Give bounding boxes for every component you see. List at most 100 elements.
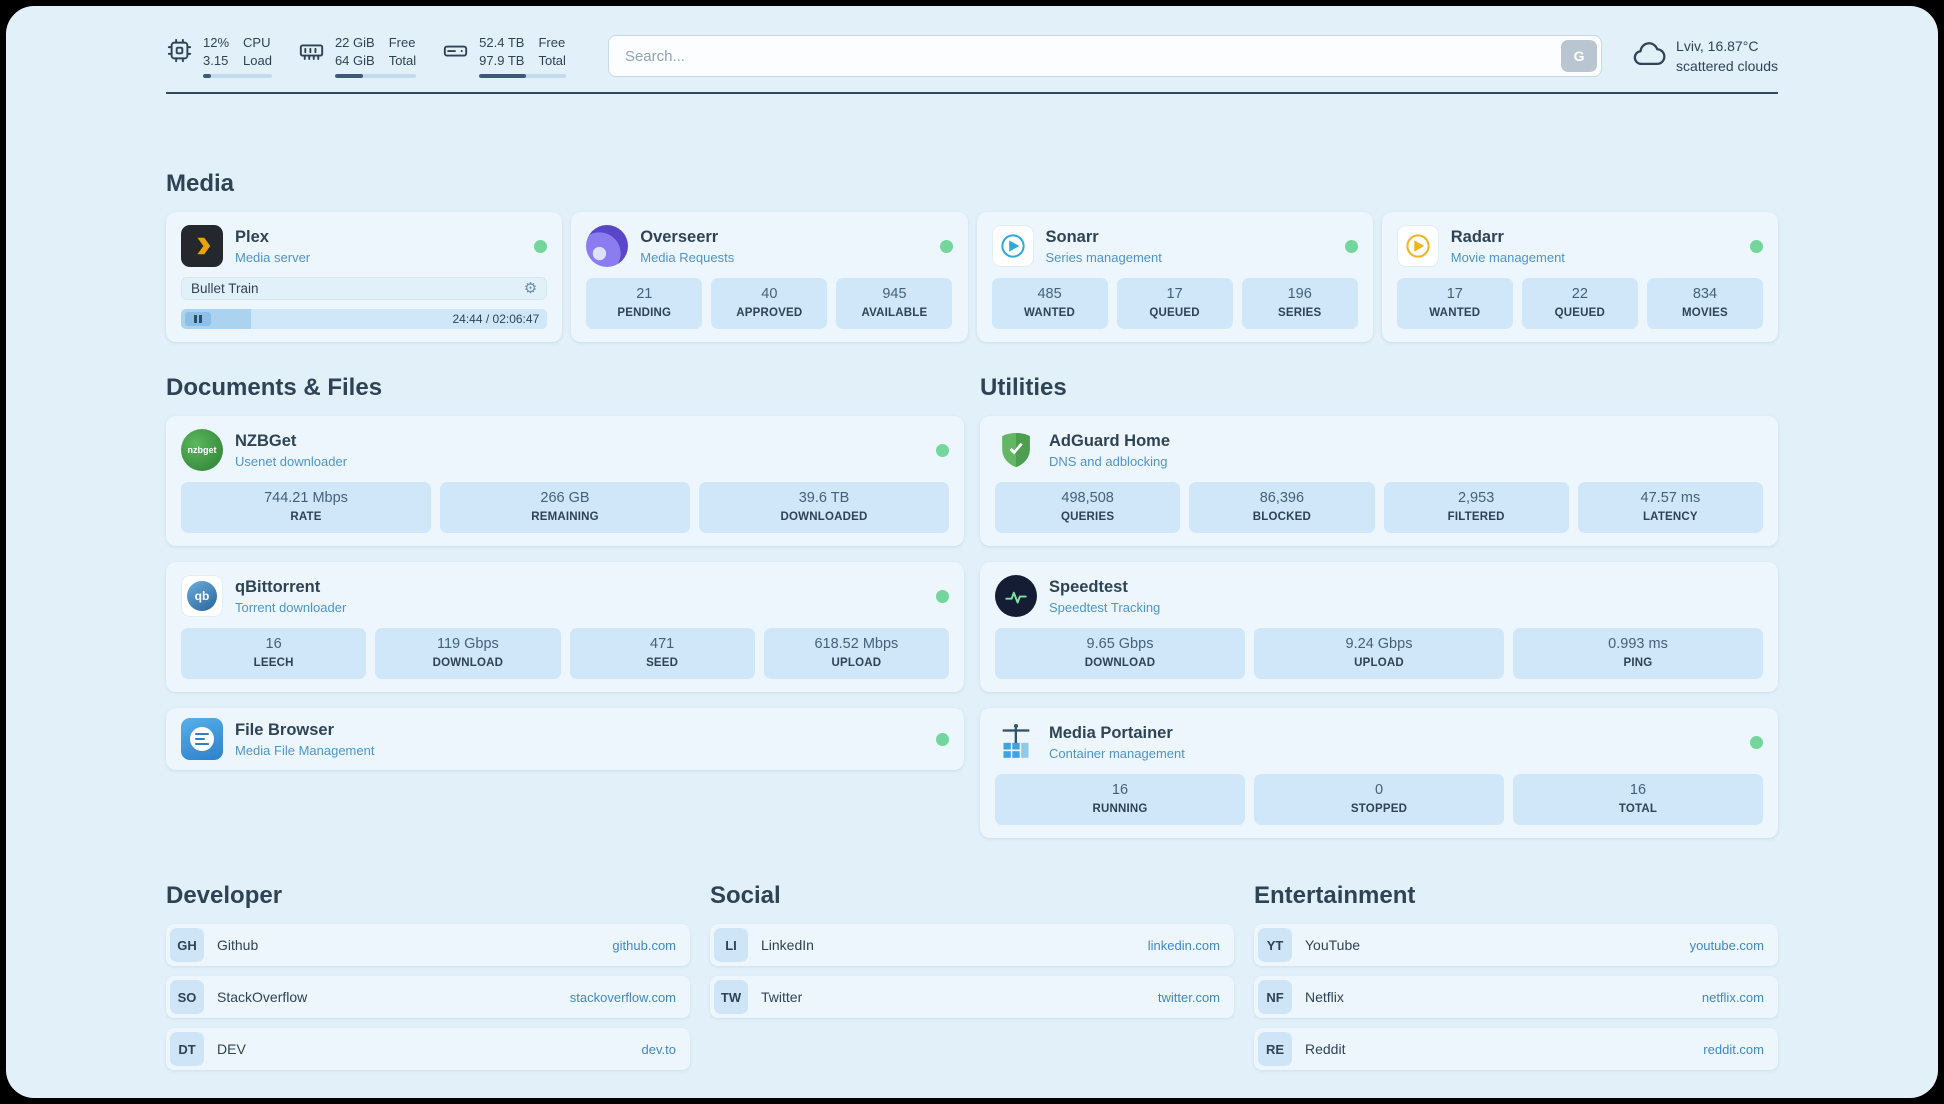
service-subtitle: Movie management	[1450, 249, 1565, 265]
bookmark-url: github.com	[612, 937, 676, 953]
pause-icon[interactable]	[185, 312, 211, 327]
stat-value: 618.52 Mbps	[814, 636, 899, 653]
service-card-nzbget[interactable]: nzbget NZBGet Usenet downloader 744.21 M…	[166, 416, 964, 547]
bookmark-url: netflix.com	[1701, 989, 1764, 1005]
stat-upload: 618.52 Mbps UPLOAD	[763, 628, 949, 680]
radarr-icon	[1396, 225, 1439, 268]
portainer-crane-icon	[995, 721, 1037, 763]
stat-value: 9.24 Gbps	[1345, 636, 1413, 653]
service-subtitle: Speedtest Tracking	[1049, 599, 1161, 615]
stat-value: 498,508	[1061, 490, 1114, 507]
stat-value: 16	[265, 636, 282, 653]
cpu-load-value: 3.15	[203, 52, 229, 68]
sonarr-icon	[991, 225, 1034, 268]
bookmark-stackoverflow[interactable]: SO StackOverflow stackoverflow.com	[166, 976, 690, 1019]
bookmark-dev[interactable]: DT DEV dev.to	[166, 1028, 690, 1071]
now-playing-title: Bullet Train	[191, 280, 259, 296]
bookmark-twitter[interactable]: TW Twitter twitter.com	[710, 976, 1234, 1019]
bookmark-reddit[interactable]: RE Reddit reddit.com	[1254, 1028, 1778, 1071]
service-card-filebrowser[interactable]: File Browser Media File Management	[166, 708, 964, 771]
service-card-radarr[interactable]: Radarr Movie management 17 WANTED 22 QUE…	[1381, 212, 1778, 343]
stat-label: PENDING	[617, 307, 672, 320]
stat-label: RATE	[290, 511, 322, 524]
playback-progress-bar[interactable]: 24:44 / 02:06:47	[181, 309, 548, 330]
service-subtitle: Media server	[235, 249, 311, 265]
stat-label: APPROVED	[736, 307, 803, 320]
stat-latency: 47.57 ms LATENCY	[1577, 482, 1763, 534]
service-subtitle: Media Requests	[640, 249, 735, 265]
nzbget-icon: nzbget	[181, 429, 223, 472]
bookmark-url: linkedin.com	[1147, 937, 1220, 953]
section-media: Media Plex Media server	[166, 170, 1778, 343]
disk-total-label: Total	[538, 52, 566, 68]
stat-remaining: 266 GB REMAINING	[440, 482, 690, 534]
bookmark-name: DEV	[217, 1041, 246, 1058]
bookmark-linkedin[interactable]: LI LinkedIn linkedin.com	[710, 924, 1234, 967]
stat-label: BLOCKED	[1252, 511, 1311, 524]
stat-available: 945 AVAILABLE	[836, 278, 953, 330]
memory-progress-fill	[334, 74, 363, 79]
disk-widget: 52.4 TB 97.9 TB Free Total	[442, 34, 566, 79]
stat-wanted: 17 WANTED	[1396, 278, 1513, 330]
stat-filtered: 2,953 FILTERED	[1383, 482, 1569, 534]
service-subtitle: Series management	[1045, 249, 1162, 265]
bookmark-name: Netflix	[1305, 989, 1344, 1006]
stat-movies: 834 MOVIES	[1646, 278, 1763, 330]
stat-pending: 21 PENDING	[586, 278, 703, 330]
service-name: File Browser	[235, 720, 335, 739]
stat-value: 471	[650, 636, 675, 653]
service-card-speedtest[interactable]: Speedtest Speedtest Tracking 9.65 Gbps D…	[980, 562, 1778, 693]
speedtest-pulse-icon	[995, 575, 1037, 618]
service-card-overseerr[interactable]: Overseerr Media Requests 21 PENDING 40 A…	[571, 212, 968, 343]
stat-label: TOTAL	[1618, 803, 1658, 816]
service-card-sonarr[interactable]: Sonarr Series management 485 WANTED 17 Q…	[976, 212, 1373, 343]
stat-value: 16	[1629, 782, 1647, 799]
stat-label: FILTERED	[1447, 511, 1505, 524]
bookmark-github[interactable]: GH Github github.com	[166, 924, 690, 967]
disk-progress-bar	[479, 74, 566, 79]
stat-label: QUEUED	[1554, 307, 1606, 320]
column-documents: Documents & Files nzbget NZBGet Usenet d…	[166, 374, 964, 771]
bookmark-youtube[interactable]: YT YouTube youtube.com	[1254, 924, 1778, 967]
gear-icon[interactable]: ⚙	[523, 278, 538, 297]
stat-value: 485	[1037, 286, 1062, 303]
stat-label: STOPPED	[1350, 803, 1408, 816]
service-subtitle: DNS and adblocking	[1049, 453, 1168, 469]
service-card-portainer[interactable]: Media Portainer Container management 16 …	[980, 708, 1778, 839]
stat-label: UPLOAD	[831, 657, 882, 670]
stat-label: REMAINING	[531, 511, 599, 524]
stat-value: 945	[882, 286, 907, 303]
column-developer: Developer GH Github github.com SO StackO…	[166, 882, 690, 1071]
stat-download: 119 Gbps DOWNLOAD	[375, 628, 561, 680]
adguard-shield-icon	[995, 429, 1037, 471]
status-dot	[534, 239, 548, 253]
service-card-adguard[interactable]: AdGuard Home DNS and adblocking 498,508 …	[980, 416, 1778, 547]
stat-label: QUERIES	[1061, 511, 1115, 524]
stat-label: SERIES	[1278, 307, 1322, 320]
stat-total: 16 TOTAL	[1513, 774, 1763, 826]
stat-value: 0	[1374, 782, 1384, 799]
bookmark-netflix[interactable]: NF Netflix netflix.com	[1254, 976, 1778, 1019]
status-dot	[936, 732, 949, 746]
status-dot	[936, 443, 949, 457]
stat-leech: 16 LEECH	[181, 628, 367, 680]
stat-ping: 0.993 ms PING	[1513, 628, 1763, 680]
search-engine-button[interactable]: G	[1561, 40, 1598, 73]
header-divider	[166, 92, 1778, 95]
stat-seed: 471 SEED	[569, 628, 755, 680]
service-name: Speedtest	[1049, 577, 1128, 596]
service-name: Sonarr	[1045, 227, 1099, 246]
stat-label: UPLOAD	[1354, 657, 1404, 670]
memory-total-value: 64 GiB	[334, 52, 375, 68]
service-card-plex[interactable]: Plex Media server Bullet Train ⚙ 24:44 /…	[166, 212, 563, 343]
stat-value: 266 GB	[540, 490, 590, 507]
stat-value: 16	[1111, 782, 1129, 799]
hard-drive-icon	[442, 37, 469, 64]
stat-value: 196	[1287, 286, 1312, 303]
search-input[interactable]	[607, 35, 1603, 78]
stat-label: SEED	[646, 657, 679, 670]
plex-icon	[181, 225, 223, 268]
status-dot	[1344, 239, 1358, 253]
service-card-qbittorrent[interactable]: qb qBittorrent Torrent downloader 16	[166, 562, 964, 693]
weather-condition: scattered clouds	[1676, 58, 1778, 75]
